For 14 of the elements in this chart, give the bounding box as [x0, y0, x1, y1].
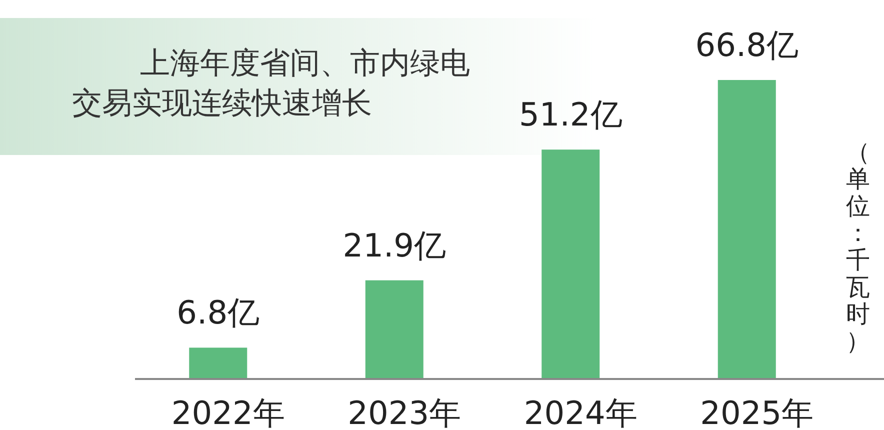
data-label: 51.2亿: [519, 96, 622, 134]
annotation: （单位：千瓦时）: [846, 138, 870, 355]
x-tick-label: 2024年: [524, 394, 638, 430]
data-label: 66.8亿: [695, 26, 798, 64]
x-tick-label: 2022年: [171, 394, 285, 430]
data-label: 6.8亿: [176, 294, 260, 332]
bar: [365, 280, 424, 378]
bar: [189, 348, 248, 378]
data-label: 21.9亿: [342, 226, 446, 264]
chart-title: 上海年度省间、市内绿电交易实现连续快速增长: [72, 46, 470, 121]
x-tick-label: 2023年: [348, 394, 462, 430]
x-tick-label: 2025年: [700, 394, 814, 430]
bar: [718, 80, 776, 378]
bar: [542, 150, 600, 378]
